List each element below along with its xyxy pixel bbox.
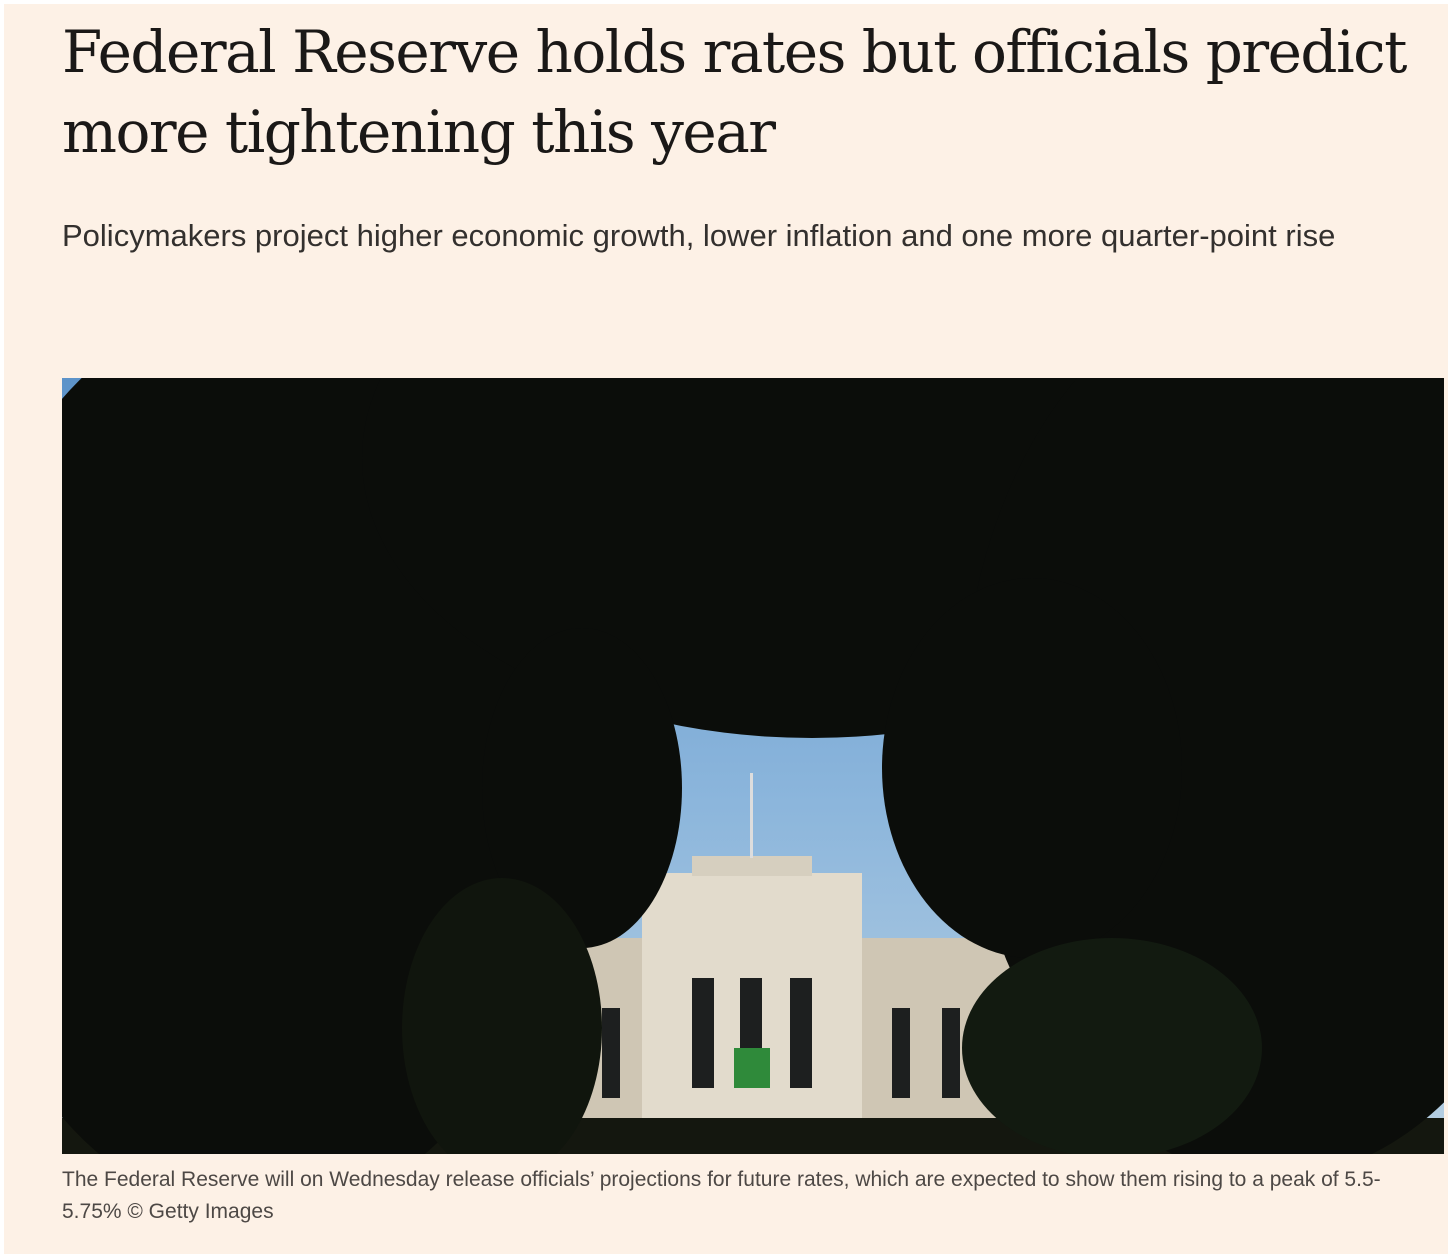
standfirst: Policymakers project higher economic gro…	[62, 218, 1336, 253]
image-caption: The Federal Reserve will on Wednesday re…	[62, 1168, 1381, 1223]
article-page: Federal Reserve holds rates but official…	[4, 4, 1448, 1254]
headline: Federal Reserve holds rates but official…	[62, 18, 1407, 166]
federal-reserve-photo	[62, 378, 1444, 1154]
